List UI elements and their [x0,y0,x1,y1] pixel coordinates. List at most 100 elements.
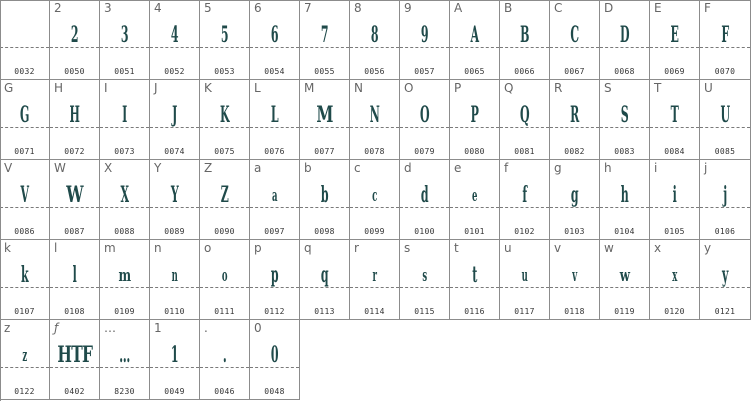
glyph-cell[interactable]: X X 0088 [100,160,150,240]
glyph-label: … [104,321,116,335]
baseline-guide [150,47,199,48]
glyph-cell[interactable]: C C 0067 [550,0,600,80]
glyph-cell[interactable]: K K 0075 [200,80,250,160]
glyph-cell[interactable]: g g 0103 [550,160,600,240]
glyph-cell[interactable]: 5 5 0053 [200,0,250,80]
baseline-guide [700,207,750,208]
glyph-cell[interactable]: Q Q 0081 [500,80,550,160]
glyph-cell[interactable]: 3 3 0051 [100,0,150,80]
baseline-guide [300,207,349,208]
glyph-label: G [4,81,14,95]
glyph-cell[interactable]: 2 2 0050 [50,0,100,80]
glyph-cell[interactable]: P P 0080 [450,80,500,160]
baseline-guide [200,127,249,128]
glyph-cell[interactable]: 7 7 0055 [300,0,350,80]
glyph-sample: 7 [320,22,329,48]
glyph-label: W [54,161,66,175]
glyph-cell[interactable]: o o 0111 [200,240,250,320]
glyph-cell[interactable]: r r 0114 [350,240,400,320]
glyph-label: T [654,81,662,95]
glyph-cell[interactable]: R R 0082 [550,80,600,160]
glyph-code: 8230 [114,387,135,396]
glyph-cell[interactable]: Y Y 0089 [150,160,200,240]
glyph-cell[interactable]: b b 0098 [300,160,350,240]
glyph-cell[interactable]: v v 0118 [550,240,600,320]
glyph-code: 0084 [664,147,685,156]
glyph-cell[interactable]: M M 0077 [300,80,350,160]
glyph-cell[interactable]: I I 0073 [100,80,150,160]
glyph-code: 0050 [64,67,85,76]
glyph-label: P [454,81,462,95]
glyph-cell[interactable]: 0032 [0,0,50,80]
glyph-cell[interactable]: O O 0079 [400,80,450,160]
glyph-cell[interactable]: q q 0113 [300,240,350,320]
glyph-cell[interactable]: J J 0074 [150,80,200,160]
baseline-guide [550,127,599,128]
baseline-guide [300,47,349,48]
glyph-cell[interactable]: D D 0068 [600,0,650,80]
glyph-cell[interactable]: B B 0066 [500,0,550,80]
glyph-cell[interactable]: y y 0121 [700,240,751,320]
glyph-code: 0074 [164,147,185,156]
glyph-cell[interactable]: E E 0069 [650,0,700,80]
glyph-cell[interactable]: c c 0099 [350,160,400,240]
glyph-cell[interactable]: h h 0104 [600,160,650,240]
glyph-label: f [504,161,509,175]
glyph-sample: O [419,102,430,128]
glyph-cell[interactable]: U U 0085 [700,80,751,160]
glyph-code: 0056 [364,67,385,76]
glyph-cell[interactable]: m m 0109 [100,240,150,320]
glyph-cell[interactable]: 9 9 0057 [400,0,450,80]
baseline-guide [350,47,399,48]
glyph-cell[interactable]: s s 0115 [400,240,450,320]
glyph-cell[interactable]: .. 0046 [200,320,250,400]
glyph-cell[interactable]: l l 0108 [50,240,100,320]
glyph-code: 0120 [664,307,685,316]
glyph-cell[interactable]: 6 6 0054 [250,0,300,80]
glyph-cell[interactable]: d d 0100 [400,160,450,240]
glyph-cell[interactable]: x x 0120 [650,240,700,320]
glyph-cell[interactable]: e e 0101 [450,160,500,240]
glyph-sample: p [270,262,279,288]
glyph-cell[interactable]: 8 8 0056 [350,0,400,80]
glyph-cell[interactable]: 4 4 0052 [150,0,200,80]
glyph-cell[interactable]: Z Z 0090 [200,160,250,240]
glyph-cell[interactable]: …… 8230 [100,320,150,400]
glyph-cell[interactable]: W W 0087 [50,160,100,240]
baseline-guide [100,207,149,208]
glyph-cell[interactable]: a a 0097 [250,160,300,240]
glyph-cell[interactable]: F F 0070 [700,0,751,80]
glyph-label: S [604,81,612,95]
baseline-guide [250,207,299,208]
glyph-cell[interactable]: 0 0 0048 [250,320,300,400]
glyph-cell[interactable]: n n 0110 [150,240,200,320]
glyph-cell[interactable]: N N 0078 [350,80,400,160]
glyph-cell[interactable]: A A 0065 [450,0,500,80]
glyph-cell[interactable]: t t 0116 [450,240,500,320]
glyph-cell[interactable]: H H 0072 [50,80,100,160]
glyph-sample: u [521,266,528,286]
glyph-sample: t [472,262,477,288]
glyph-cell[interactable]: T T 0084 [650,80,700,160]
glyph-cell[interactable]: V V 0086 [0,160,50,240]
glyph-cell[interactable]: S S 0083 [600,80,650,160]
glyph-sample: m [118,266,132,286]
glyph-code: 0107 [14,307,35,316]
glyph-cell[interactable]: u u 0117 [500,240,550,320]
glyph-code: 0122 [14,387,35,396]
glyph-cell[interactable]: i i 0105 [650,160,700,240]
glyph-label: J [154,81,158,95]
glyph-cell[interactable]: z z 0122 [0,320,50,400]
glyph-cell[interactable]: k k 0107 [0,240,50,320]
glyph-cell[interactable]: f f 0102 [500,160,550,240]
glyph-cell[interactable]: L L 0076 [250,80,300,160]
glyph-sample: r [372,266,377,286]
glyph-sample: k [20,262,29,288]
glyph-code: 0112 [264,307,285,316]
glyph-cell[interactable]: j j 0106 [700,160,751,240]
glyph-cell[interactable]: ƒ HTF 0402 [50,320,100,400]
glyph-cell[interactable]: 1 1 0049 [150,320,200,400]
glyph-cell[interactable]: w w 0119 [600,240,650,320]
glyph-cell[interactable]: G G 0071 [0,80,50,160]
glyph-cell[interactable]: p p 0112 [250,240,300,320]
